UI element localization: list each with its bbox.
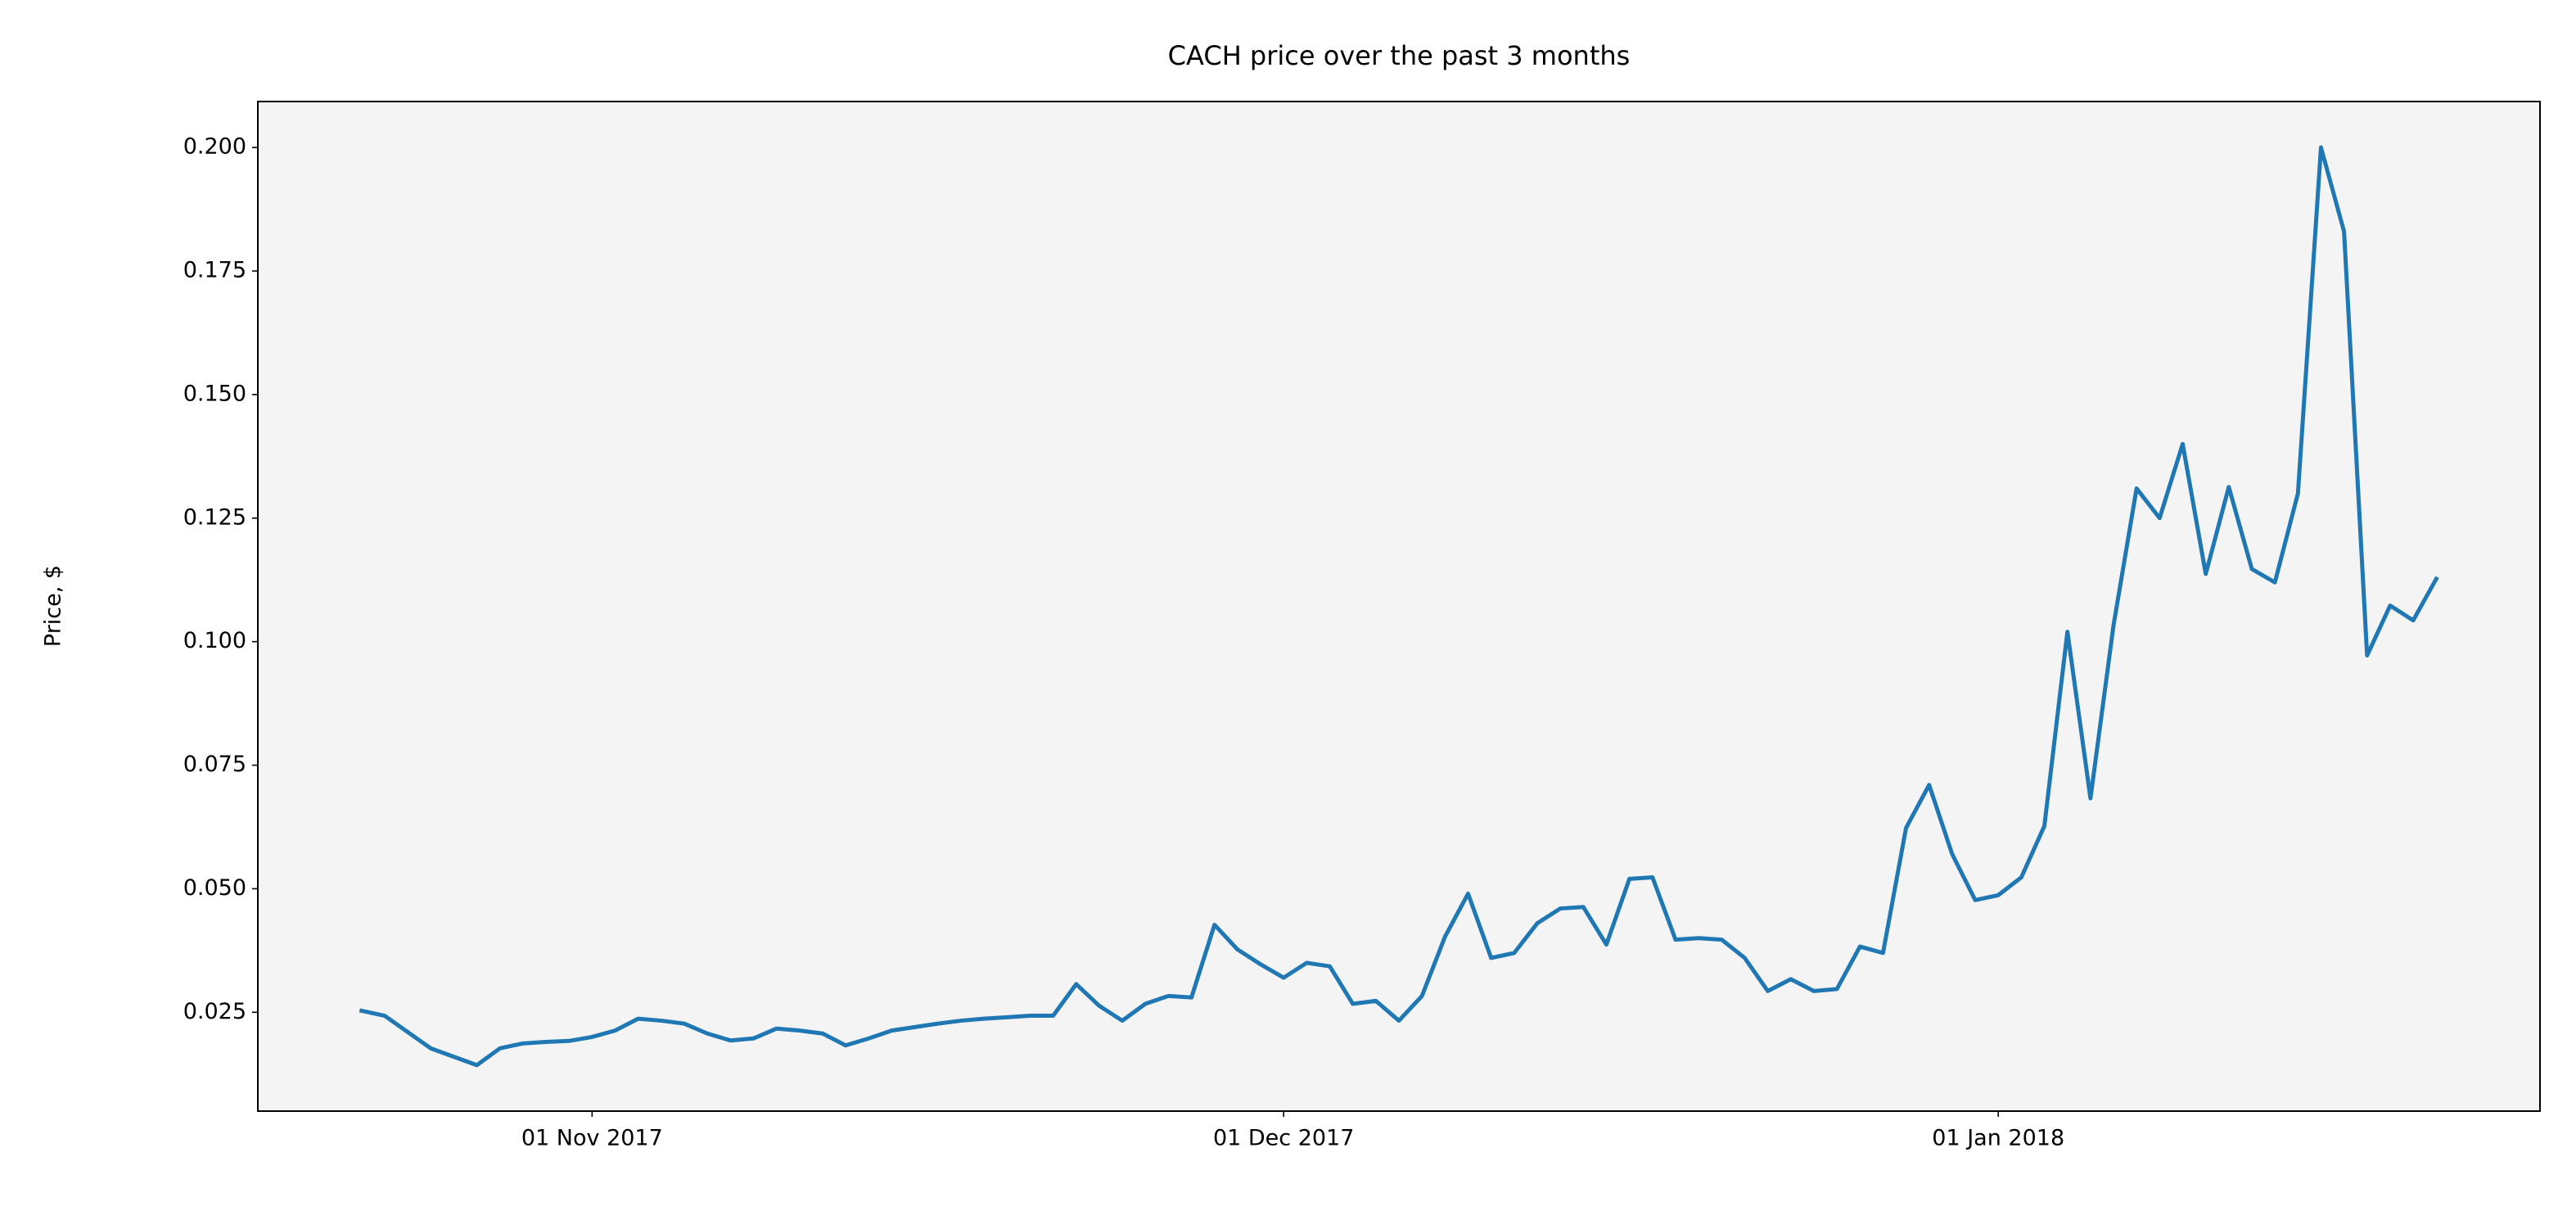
plot-area — [258, 102, 2540, 1111]
x-tick-label: 01 Jan 2018 — [1932, 1126, 2064, 1151]
price-line — [359, 145, 2439, 1068]
x-tick-label: 01 Dec 2017 — [1213, 1126, 1354, 1151]
y-tick-label: 0.200 — [183, 134, 246, 160]
plot-frame — [257, 101, 2541, 1112]
y-tick-label: 0.050 — [183, 875, 246, 901]
y-tick-label: 0.025 — [183, 999, 246, 1024]
y-axis-label: Price, $ — [41, 565, 66, 647]
x-tick-label: 01 Nov 2017 — [521, 1126, 663, 1151]
chart-title: CACH price over the past 3 months — [1168, 40, 1631, 71]
y-tick-label: 0.150 — [183, 381, 246, 406]
y-tick-label: 0.075 — [183, 752, 246, 777]
y-tick-label: 0.175 — [183, 258, 246, 283]
y-tick-label: 0.100 — [183, 628, 246, 653]
y-tick-label: 0.125 — [183, 504, 246, 530]
